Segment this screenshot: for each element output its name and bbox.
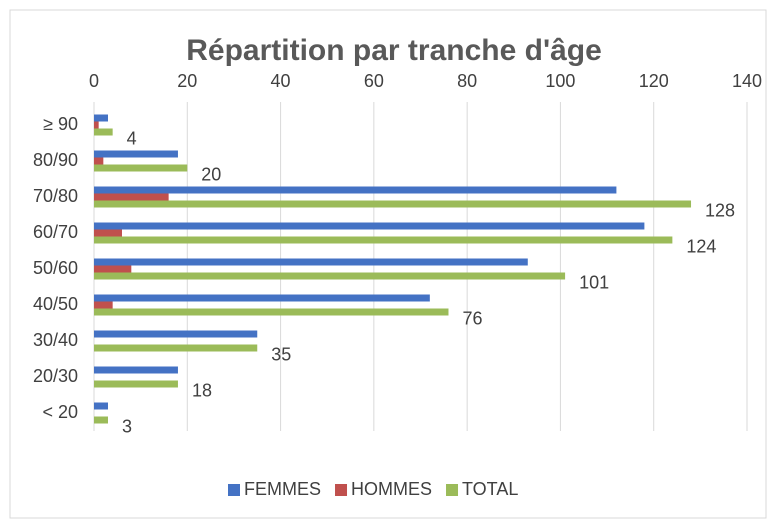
data-label: 4 xyxy=(127,128,137,148)
x-tick-label: 140 xyxy=(732,71,762,91)
bar xyxy=(94,150,178,158)
bar xyxy=(94,200,692,208)
legend-swatch xyxy=(228,484,240,496)
x-tick-label: 80 xyxy=(457,71,477,91)
legend-label: FEMMES xyxy=(244,479,321,499)
y-tick-label: 70/80 xyxy=(33,186,78,206)
y-tick-label: 40/50 xyxy=(33,294,78,314)
x-tick-label: 20 xyxy=(177,71,197,91)
y-tick-label: ≥ 90 xyxy=(43,114,78,134)
legend-label: TOTAL xyxy=(462,479,518,499)
bar xyxy=(94,229,122,237)
bar xyxy=(94,186,617,194)
y-tick-label: 80/90 xyxy=(33,150,78,170)
bar xyxy=(94,157,104,165)
data-label: 20 xyxy=(201,164,221,184)
bar xyxy=(94,366,178,374)
data-label: 76 xyxy=(462,308,482,328)
bar xyxy=(94,222,645,230)
bar xyxy=(94,416,108,424)
data-label: 18 xyxy=(192,380,212,400)
data-label: 101 xyxy=(579,272,609,292)
legend-label: HOMMES xyxy=(351,479,432,499)
data-label: 124 xyxy=(686,236,716,256)
y-tick-label: 50/60 xyxy=(33,258,78,278)
y-tick-label: 60/70 xyxy=(33,222,78,242)
x-tick-label: 0 xyxy=(89,71,99,91)
chart-title: Répartition par tranche d'âge xyxy=(186,34,602,67)
bar xyxy=(94,272,566,280)
x-tick-label: 120 xyxy=(639,71,669,91)
bar xyxy=(94,265,132,273)
bar xyxy=(94,128,113,136)
bar xyxy=(94,114,108,122)
bar xyxy=(94,236,673,244)
y-tick-label: 30/40 xyxy=(33,330,78,350)
bar xyxy=(94,121,99,129)
data-label: 128 xyxy=(705,200,735,220)
bar xyxy=(94,308,449,316)
data-label: 35 xyxy=(271,344,291,364)
x-tick-label: 100 xyxy=(545,71,575,91)
x-tick-label: 60 xyxy=(364,71,384,91)
bar xyxy=(94,301,113,309)
x-tick-label: 40 xyxy=(271,71,291,91)
bar xyxy=(94,193,169,201)
bar xyxy=(94,380,178,388)
bar xyxy=(94,330,258,338)
data-label: 3 xyxy=(122,416,132,436)
bar xyxy=(94,344,258,352)
bar xyxy=(94,164,188,172)
bar xyxy=(94,258,528,266)
bar xyxy=(94,402,108,410)
legend-swatch xyxy=(446,484,459,496)
bar xyxy=(94,294,430,302)
legend-swatch xyxy=(335,484,348,496)
y-tick-label: 20/30 xyxy=(33,366,78,386)
y-tick-label: < 20 xyxy=(42,402,78,422)
